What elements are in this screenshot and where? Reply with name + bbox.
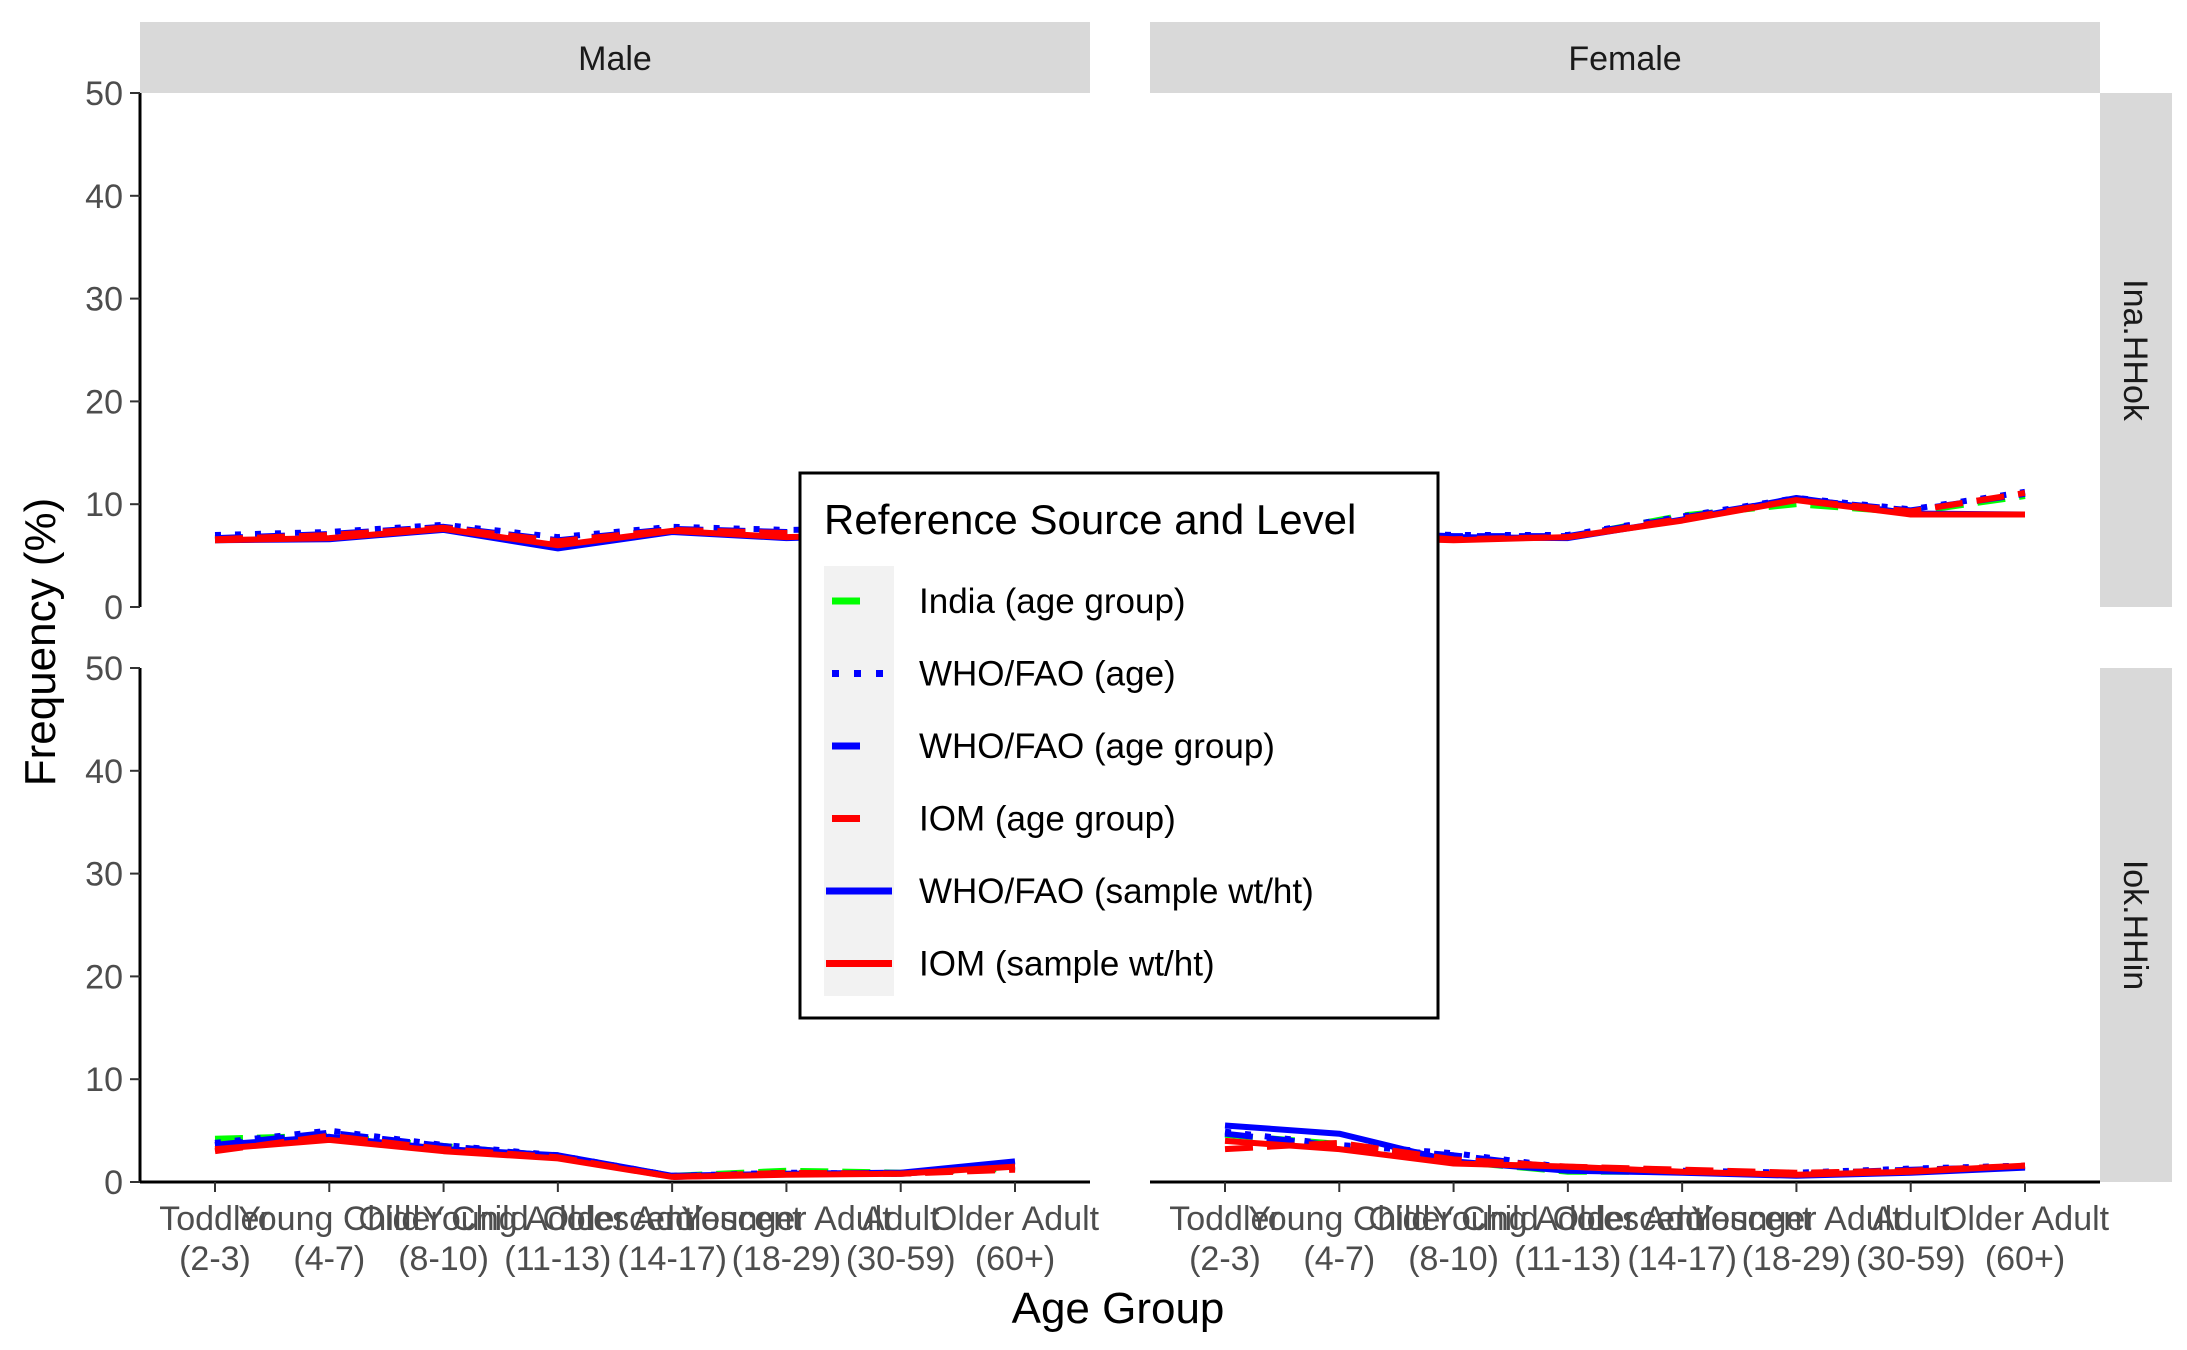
- legend-box: [798, 471, 1440, 1020]
- x-tick-label: (8-10): [398, 1240, 489, 1278]
- x-tick-label: (14-17): [617, 1240, 727, 1278]
- x-axis-title: Age Group: [1012, 1284, 1225, 1333]
- facet-strip-label: Ina.HHok: [2116, 279, 2154, 422]
- x-tick-label: (2-3): [179, 1240, 251, 1278]
- facet-strip-row: [2100, 93, 2172, 607]
- legend: Reference Source and Level India (age gro…: [798, 471, 1440, 1020]
- x-tick-label: (8-10): [1408, 1240, 1499, 1278]
- x-tick-label: Older Adolescent: [1553, 1200, 1812, 1238]
- series-line: [214, 1132, 1016, 1180]
- y-tick-label: 50: [85, 650, 123, 688]
- x-tick-label: Young Child: [1248, 1200, 1430, 1238]
- x-tick-label: Older Child: [359, 1200, 529, 1238]
- y-tick-label: 0: [104, 1164, 123, 1202]
- legend-label: WHO/FAO (age group): [919, 727, 1275, 766]
- x-tick-label: (4-7): [1303, 1240, 1375, 1278]
- x-tick-label: Older Adult: [1941, 1200, 2110, 1238]
- y-tick-label: 50: [85, 75, 123, 113]
- x-tick-label: (11-13): [504, 1240, 611, 1278]
- y-tick-label: 40: [85, 178, 123, 216]
- x-tick-label: (30-59): [1856, 1240, 1966, 1278]
- legend-title: Reference Source and Level: [824, 496, 1356, 543]
- x-tick-label: Young Child: [238, 1200, 420, 1238]
- x-tick-label: Young Adolescent: [1432, 1200, 1704, 1238]
- x-tick-label: (11-13): [1514, 1240, 1621, 1278]
- x-tick-label: Adult: [1872, 1200, 1950, 1238]
- facet-strip-female: [1150, 22, 2100, 93]
- x-tick-label: Younger Adult: [681, 1200, 892, 1238]
- x-tick-label: (30-59): [846, 1240, 956, 1278]
- y-tick-label: 20: [85, 383, 123, 421]
- y-tick-label: 0: [104, 589, 123, 627]
- facet-strip-label: Iok.HHin: [2116, 860, 2154, 990]
- x-tick-label: Toddler: [159, 1200, 271, 1238]
- facet-strip-label: Male: [578, 40, 652, 78]
- x-tick-label: (18-29): [1742, 1240, 1852, 1278]
- x-tick-label: (4-7): [293, 1240, 365, 1278]
- x-tick-label: Older Child: [1369, 1200, 1539, 1238]
- x-tick-label: (14-17): [1627, 1240, 1737, 1278]
- facet-strip-row: [2100, 668, 2172, 1182]
- y-tick-label: 40: [85, 753, 123, 791]
- legend-label: IOM (age group): [919, 800, 1176, 839]
- x-tick-label: Older Adolescent: [543, 1200, 802, 1238]
- x-tick-label: (60+): [975, 1240, 1055, 1278]
- series-line: [214, 524, 1016, 545]
- facet-strip-label: Female: [1568, 40, 1681, 78]
- legend-label: WHO/FAO (sample wt/ht): [919, 872, 1314, 911]
- facet-strip-male: [140, 22, 1090, 93]
- y-axis-title: Frequency (%): [16, 498, 65, 787]
- y-tick-label: 20: [85, 958, 123, 996]
- x-tick-label: Older Adult: [931, 1200, 1100, 1238]
- y-tick-label: 10: [85, 1061, 123, 1099]
- x-tick-label: Toddler: [1169, 1200, 1281, 1238]
- y-tick-label: 30: [85, 281, 123, 319]
- x-tick-label: Younger Adult: [1691, 1200, 1902, 1238]
- y-tick-label: 10: [85, 486, 123, 524]
- x-tick-label: (18-29): [732, 1240, 842, 1278]
- x-tick-label: Adult: [862, 1200, 940, 1238]
- x-tick-label: Young Adolescent: [422, 1200, 694, 1238]
- legend-key-background: [824, 566, 894, 996]
- y-tick-label: 30: [85, 856, 123, 894]
- legend-label: WHO/FAO (age): [919, 655, 1176, 694]
- x-tick-label: (60+): [1985, 1240, 2065, 1278]
- legend-label: India (age group): [919, 582, 1186, 621]
- legend-label: IOM (sample wt/ht): [919, 945, 1215, 984]
- x-tick-label: (2-3): [1189, 1240, 1261, 1278]
- series-line: [1224, 1139, 2026, 1176]
